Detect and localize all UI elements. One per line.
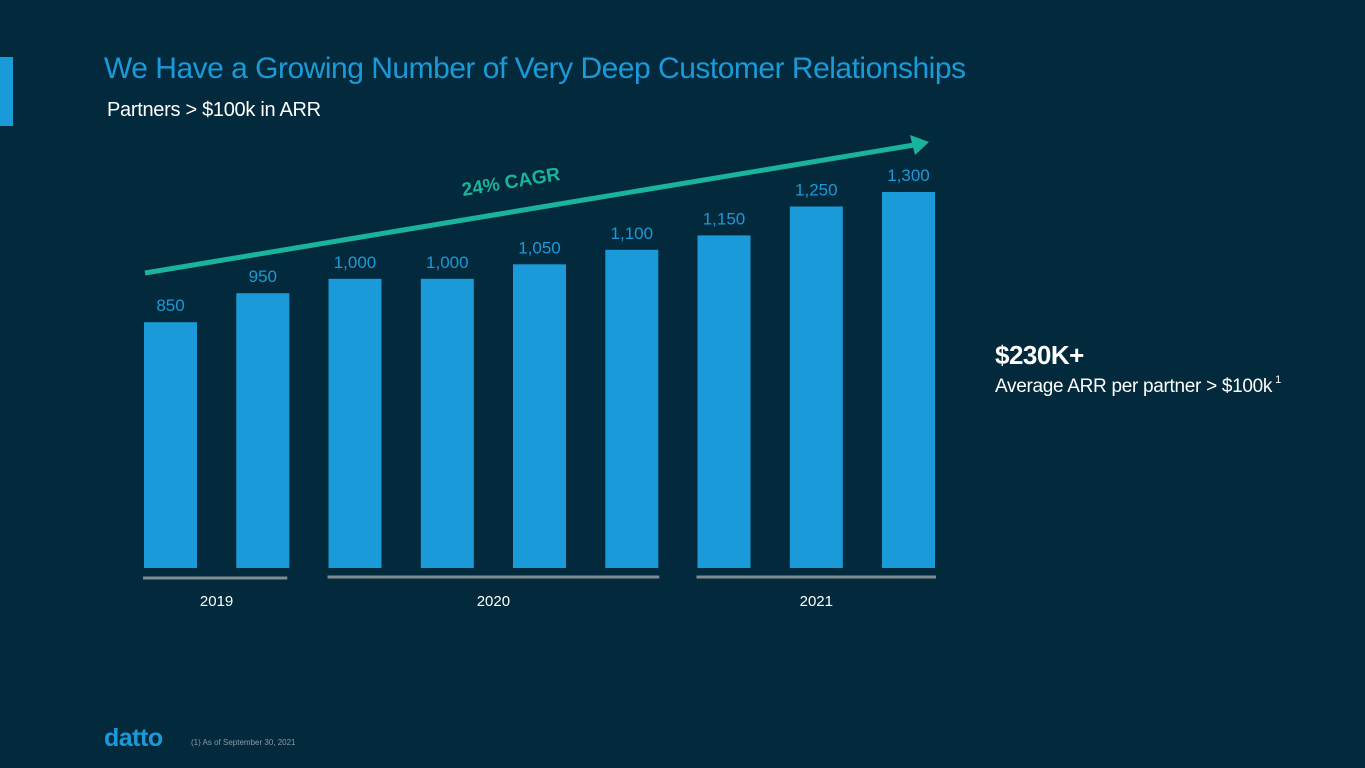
bars-group: [144, 192, 935, 569]
bar-value-label: 1,150: [703, 209, 746, 228]
stat-footnote-ref: 1: [1275, 374, 1281, 386]
stat-label: Average ARR per partner > $100k 1: [995, 374, 1281, 398]
accent-bar: [0, 57, 13, 126]
year-group-label-2020: 2020: [477, 593, 510, 610]
stat-value: $230K+: [995, 340, 1084, 370]
year-groups: 2019 2020 2021: [143, 575, 936, 610]
bar-value-label: 1,050: [518, 238, 561, 257]
bar-2020-q2: [420, 278, 474, 568]
year-group-label-2019: 2019: [200, 593, 233, 610]
trend-arrowhead: [910, 135, 929, 155]
bar-2020-q4: [605, 249, 659, 569]
bar-2020-q3: [513, 264, 566, 568]
bar-value-label: 1,000: [426, 253, 469, 272]
footnote: (1) As of September 30, 2021: [191, 738, 296, 747]
bar-2020-q1: [328, 278, 382, 568]
slide-title: We Have a Growing Number of Very Deep Cu…: [104, 52, 966, 85]
bar-2019-q4: [236, 293, 290, 568]
bar-value-label: 1,000: [334, 253, 377, 272]
value-labels-group: 850 950 1,000 1,000 1,050 1,100 1,150 1,250 1,30…: [156, 166, 929, 315]
datto-logo: datto: [104, 724, 163, 752]
slide-subtitle: Partners > $100k in ARR: [107, 99, 321, 121]
bar-value-label: 1,250: [795, 181, 838, 200]
bar-value-label: 1,300: [887, 166, 930, 185]
trend-label: 24% CAGR: [460, 164, 562, 201]
bar-2021-q2: [789, 206, 843, 568]
stat-label-text: Average ARR per partner > $100k: [995, 376, 1273, 397]
bar-2021-q1: [697, 235, 751, 568]
bar-2019-q3: [144, 322, 197, 568]
bar-2021-q3: [882, 192, 935, 568]
year-group-label-2021: 2021: [800, 593, 833, 610]
bar-value-label: 950: [249, 267, 277, 286]
bar-value-label: 850: [156, 296, 184, 315]
trend-line: [144, 142, 915, 276]
bar-value-label: 1,100: [611, 224, 654, 243]
